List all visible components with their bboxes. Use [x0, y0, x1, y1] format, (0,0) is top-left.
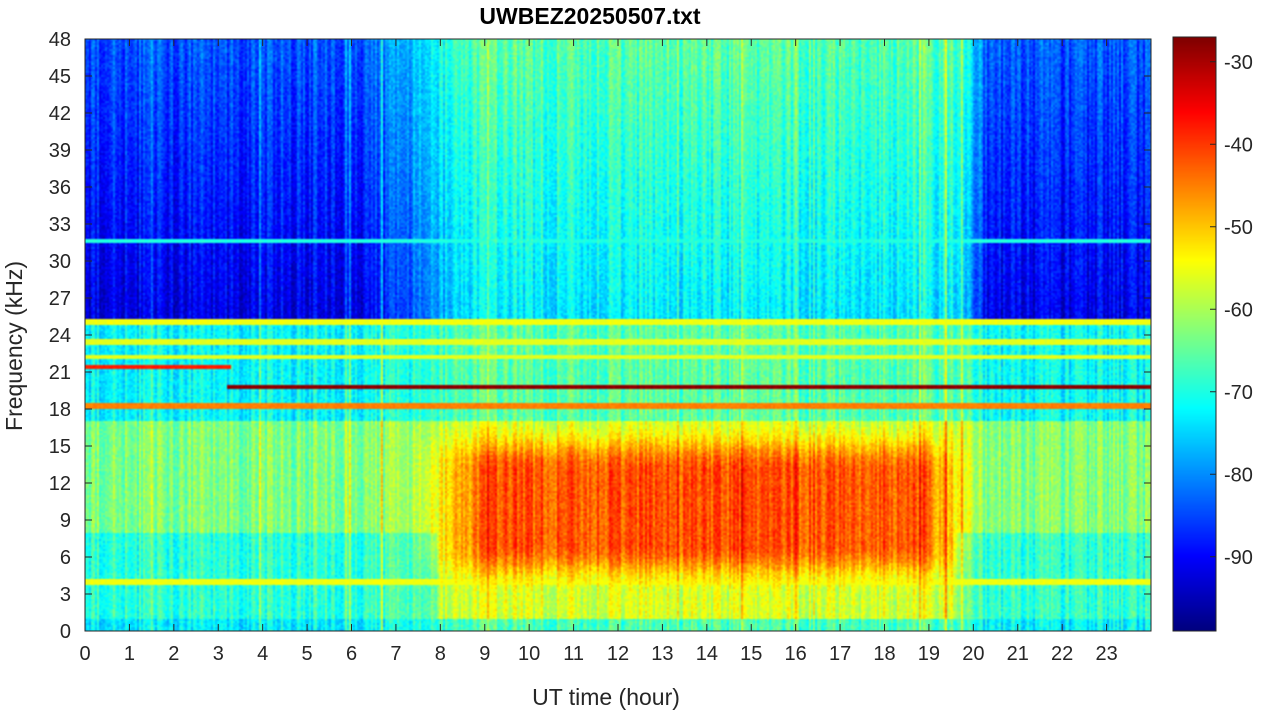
colorbar-tick-label: -80	[1224, 464, 1253, 486]
x-tick-label: 20	[962, 643, 984, 665]
x-tick-label: 17	[829, 643, 851, 665]
x-tick-label: 16	[785, 643, 807, 665]
x-tick-label: 14	[696, 643, 718, 665]
x-tick-label: 15	[740, 643, 762, 665]
colorbar-frame	[1172, 36, 1217, 632]
spectrogram-heatmap	[85, 39, 1151, 631]
x-axis: 0 1 2 3 4 5 6 7 8 9 10 11 12 13 14 15 16 17 18 19 20 21 22 23	[79, 39, 1118, 665]
x-tick-label: 21	[1007, 643, 1029, 665]
colorbar-gradient	[1173, 37, 1216, 631]
x-tick-label: 0	[79, 643, 90, 665]
y-tick-label: 45	[49, 66, 71, 88]
x-axis-title: UT time (hour)	[532, 684, 680, 710]
colorbar-tick-label: -40	[1224, 134, 1253, 156]
y-axis-title: Frequency (kHz)	[1, 261, 27, 431]
x-tick-label: 22	[1051, 643, 1073, 665]
y-tick-label: 36	[49, 177, 71, 199]
colorbar-tick-label: -50	[1224, 217, 1253, 239]
x-tick-label: 5	[302, 643, 313, 665]
x-tick-label: 12	[607, 643, 629, 665]
x-tick-label: 1	[124, 643, 135, 665]
x-tick-label: 2	[168, 643, 179, 665]
x-tick-label: 13	[651, 643, 673, 665]
x-tick-label: 18	[873, 643, 895, 665]
y-tick-label: 30	[49, 251, 71, 273]
x-tick-label: 19	[918, 643, 940, 665]
y-tick-label: 3	[60, 584, 71, 606]
x-tick-label: 23	[1095, 643, 1117, 665]
colorbar-tick-label: -60	[1224, 299, 1253, 321]
x-tick-label: 4	[257, 643, 268, 665]
x-tick-label: 10	[518, 643, 540, 665]
spectrogram-plot-area	[84, 38, 1152, 632]
chart-title: UWBEZ20250507.txt	[479, 3, 700, 29]
x-tick-label: 7	[390, 643, 401, 665]
y-tick-label: 39	[49, 140, 71, 162]
y-tick-label: 24	[49, 325, 71, 347]
y-tick-label: 42	[49, 103, 71, 125]
x-tick-label: 3	[213, 643, 224, 665]
y-tick-label: 18	[49, 399, 71, 421]
y-tick-label: 33	[49, 214, 71, 236]
x-tick-label: 11	[563, 643, 584, 665]
x-tick-label: 9	[479, 643, 490, 665]
y-tick-label: 9	[60, 510, 71, 532]
x-tick-label: 8	[435, 643, 446, 665]
colorbar-tick-label: -30	[1224, 52, 1253, 74]
y-tick-label: 21	[49, 362, 71, 384]
colorbar-ticks: -90 -80 -70 -60 -50 -40 -30	[1210, 52, 1253, 569]
colorbar-tick-label: -90	[1224, 547, 1253, 569]
colorbar-tick-label: -70	[1224, 382, 1253, 404]
x-tick-label: 6	[346, 643, 357, 665]
y-tick-label: 6	[60, 547, 71, 569]
y-tick-label: 15	[49, 436, 71, 458]
colorbar: -90 -80 -70 -60 -50 -40 -30	[1172, 36, 1253, 632]
y-tick-label: 0	[60, 621, 71, 643]
y-tick-label: 48	[49, 29, 71, 51]
y-tick-label: 12	[49, 473, 71, 495]
y-tick-label: 27	[49, 288, 71, 310]
